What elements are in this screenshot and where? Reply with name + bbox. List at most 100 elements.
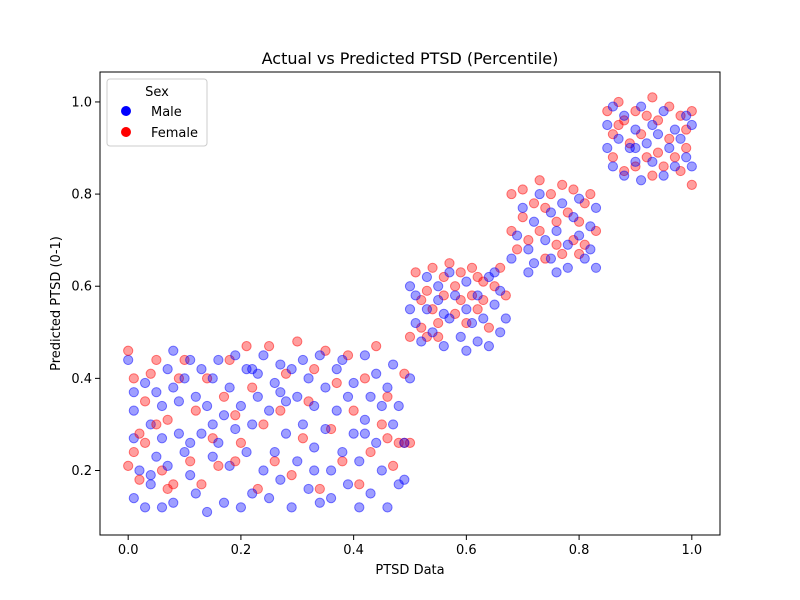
point-male-55 <box>269 446 280 458</box>
point-male-127 <box>466 317 478 329</box>
point-female-42 <box>331 377 342 389</box>
point-male-110 <box>404 304 416 315</box>
point-male-107 <box>247 364 258 375</box>
point-female-128 <box>658 161 669 172</box>
point-female-126 <box>652 147 664 158</box>
y-tick-label: 0.2 <box>71 464 92 479</box>
point-male-60 <box>286 364 297 375</box>
point-female-101 <box>557 179 568 190</box>
point-female-10 <box>151 354 162 366</box>
point-male-58 <box>280 396 292 407</box>
point-male-124 <box>455 331 466 343</box>
point-male-102 <box>404 373 416 384</box>
point-male-128 <box>472 336 483 347</box>
point-female-91 <box>517 212 528 223</box>
point-male-19 <box>168 497 179 508</box>
point-male-44 <box>241 364 252 375</box>
point-female-50 <box>376 419 387 430</box>
point-female-9 <box>151 419 162 430</box>
point-female-29 <box>258 419 269 430</box>
point-female-66 <box>427 304 438 315</box>
point-male-140 <box>506 253 517 264</box>
point-male-163 <box>551 267 562 278</box>
point-male-184 <box>669 161 681 172</box>
point-female-137 <box>613 119 624 131</box>
point-female-52 <box>387 460 399 471</box>
point-male-160 <box>590 202 602 214</box>
point-male-1 <box>128 387 139 398</box>
y-tick-label: 0.4 <box>71 372 92 387</box>
point-male-57 <box>275 474 286 485</box>
point-male-61 <box>286 502 297 513</box>
point-male-27 <box>190 488 201 499</box>
point-female-35 <box>292 336 303 347</box>
point-male-75 <box>325 493 337 504</box>
point-male-101 <box>399 474 410 485</box>
point-male-103 <box>145 479 156 490</box>
point-female-132 <box>675 110 686 121</box>
point-female-16 <box>185 456 196 467</box>
point-male-165 <box>602 119 613 131</box>
point-female-41 <box>325 423 337 435</box>
point-male-123 <box>449 290 461 301</box>
point-female-134 <box>681 142 692 154</box>
y-tick-label: 0.8 <box>71 188 92 203</box>
point-male-82 <box>348 428 359 439</box>
point-male-32 <box>207 373 218 384</box>
point-female-21 <box>213 460 224 471</box>
point-female-26 <box>241 341 252 352</box>
point-male-28 <box>196 364 207 375</box>
legend-title: Sex <box>145 85 169 100</box>
point-male-94 <box>382 382 393 393</box>
point-male-52 <box>263 405 275 416</box>
point-male-136 <box>500 313 511 324</box>
point-female-100 <box>551 239 562 250</box>
point-male-56 <box>275 359 286 370</box>
point-female-48 <box>365 446 376 458</box>
point-female-80 <box>483 322 495 333</box>
point-female-30 <box>263 341 275 352</box>
point-male-54 <box>269 377 280 389</box>
point-male-152 <box>562 239 573 250</box>
x-tick-label: 0.4 <box>343 543 364 558</box>
point-female-74 <box>461 317 472 329</box>
point-male-173 <box>630 156 641 167</box>
point-male-125 <box>461 304 472 315</box>
point-male-138 <box>461 345 472 356</box>
y-axis-ticks: 0.2 0.4 0.6 0.8 1.0 <box>71 95 100 479</box>
point-female-15 <box>179 354 190 366</box>
point-male-40 <box>230 350 241 361</box>
point-female-14 <box>173 373 185 384</box>
point-male-108 <box>185 437 196 448</box>
legend-box <box>106 78 208 147</box>
point-male-12 <box>156 400 168 412</box>
point-male-93 <box>376 465 387 476</box>
point-male-116 <box>421 304 433 315</box>
point-male-63 <box>292 456 303 467</box>
point-male-31 <box>201 506 213 518</box>
point-male-62 <box>292 391 303 402</box>
point-male-76 <box>331 364 342 375</box>
point-male-4 <box>128 493 139 504</box>
point-female-75 <box>466 290 478 301</box>
point-male-166 <box>607 161 619 172</box>
point-male-119 <box>433 294 444 306</box>
point-male-118 <box>433 281 444 292</box>
point-male-114 <box>416 336 427 347</box>
point-male-41 <box>230 423 241 435</box>
point-male-13 <box>156 433 168 444</box>
point-male-112 <box>410 317 421 329</box>
point-male-37 <box>218 497 230 508</box>
point-male-151 <box>557 198 568 209</box>
point-male-66 <box>303 483 314 495</box>
point-male-90 <box>371 368 382 379</box>
point-male-132 <box>483 341 495 352</box>
point-male-69 <box>309 400 320 412</box>
point-female-76 <box>466 262 478 273</box>
point-female-96 <box>534 225 545 237</box>
point-male-91 <box>371 437 382 448</box>
x-tick-label: 0.0 <box>118 543 139 558</box>
point-male-157 <box>579 253 590 264</box>
point-female-19 <box>201 373 213 384</box>
point-male-144 <box>528 216 540 227</box>
